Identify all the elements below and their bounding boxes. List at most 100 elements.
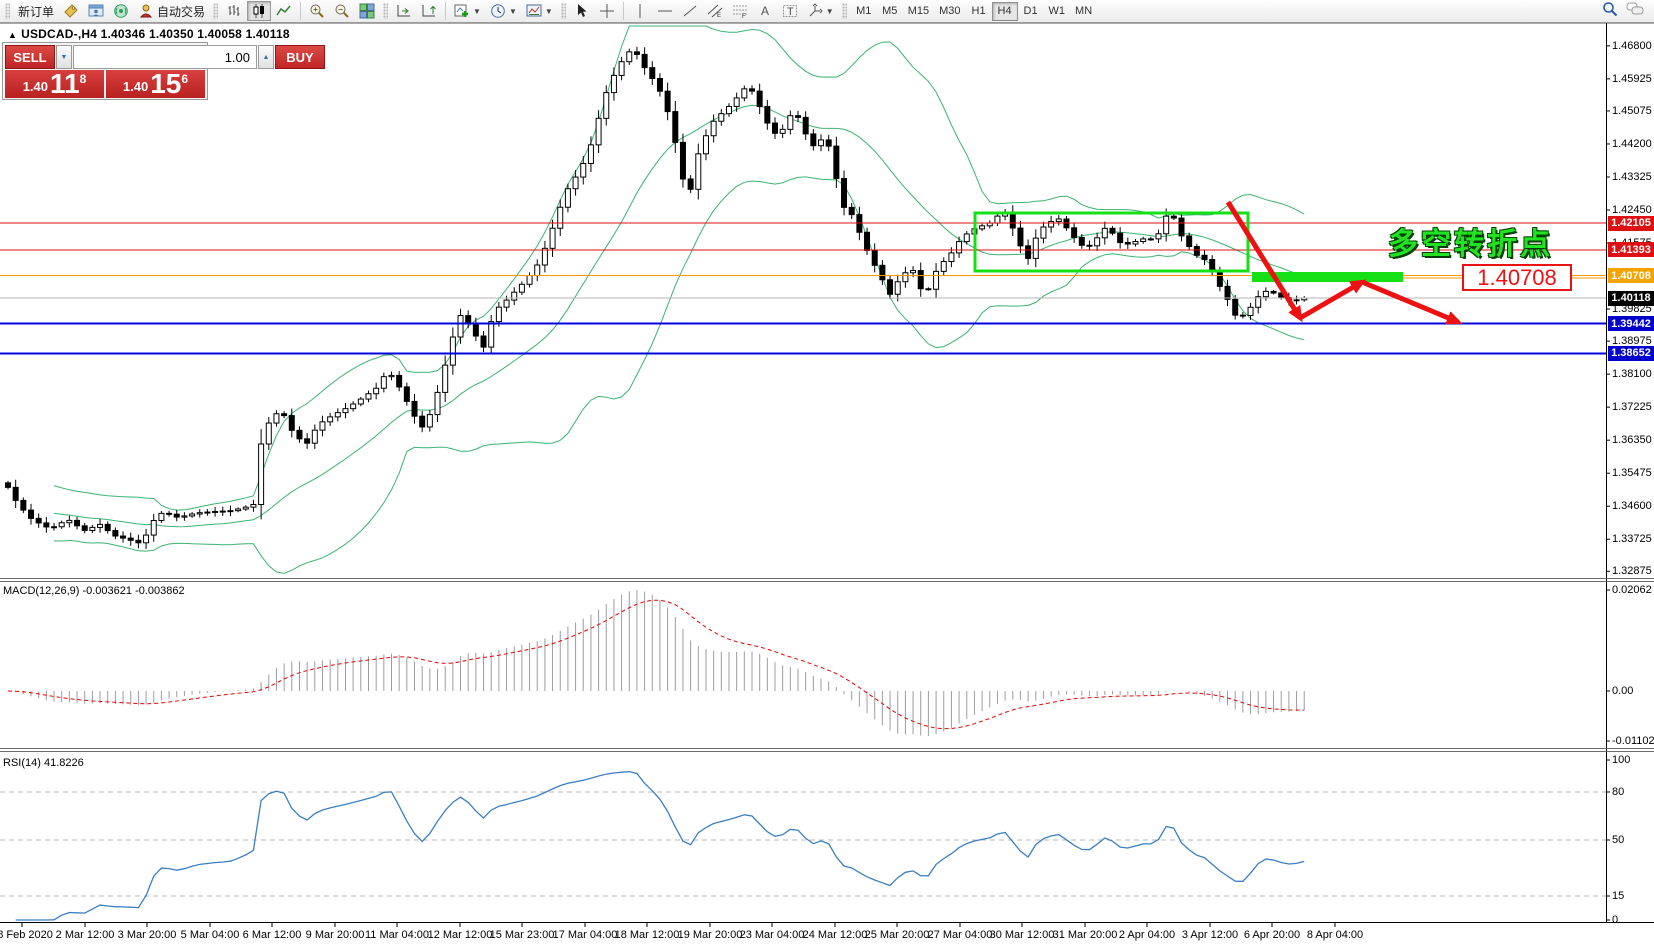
macd-axis-tick: -0.011023 [1612,735,1654,747]
sell-price-pips: 11 [50,68,80,99]
chevron-down-icon: ▼ [544,6,553,16]
chat-icon[interactable] [1626,1,1644,22]
rsi-indicator-label: RSI(14) 41.8226 [3,757,84,769]
account-window-icon[interactable] [84,1,108,21]
svg-text:A: A [761,4,769,18]
rsi-axis-tick: 0 [1612,914,1619,926]
text-icon[interactable]: A [753,1,777,21]
price-tick: 1.32875 [1612,565,1652,578]
time-label: 23 Mar 04:00 [739,929,805,941]
price-tick: 1.34600 [1612,500,1652,513]
toolbar-grip[interactable] [213,3,219,19]
toolbar-grip[interactable] [383,3,389,19]
price-tick: 1.46800 [1612,39,1652,52]
buy-button[interactable]: BUY [275,45,325,69]
search-icon[interactable] [1602,1,1618,22]
time-label: 12 Mar 12:00 [427,929,493,941]
buy-price[interactable]: 1.40 15 6 [106,70,205,98]
new-order-button[interactable]: 新订单 [14,1,58,21]
svg-text:E: E [717,13,721,19]
crosshair-icon[interactable] [595,1,619,21]
time-label: 3 Mar 20:00 [117,929,177,941]
chart-candles-icon[interactable] [247,1,272,21]
price-tick: 1.39825 [1612,303,1652,316]
price-tick: 1.44200 [1612,137,1652,150]
fibonacci-icon[interactable]: F [728,1,752,21]
template-icon[interactable]: ▼ [522,1,557,21]
time-label: 18 Mar 12:00 [614,929,680,941]
time-label: 8 Apr 04:00 [1306,929,1364,941]
toolbar-grip[interactable] [841,3,847,19]
macd-indicator-label: MACD(12,26,9) -0.003621 -0.003862 [3,585,185,597]
timeframe-menu-icon[interactable]: ▼ [486,1,521,21]
time-label: 5 Mar 04:00 [180,929,240,941]
time-label: 17 Mar 04:00 [552,929,618,941]
collapse-arrow-icon[interactable]: ▲ [8,30,18,40]
svg-text:T: T [787,6,794,18]
sell-price[interactable]: 1.40 11 8 [5,70,104,98]
timeframe-m30[interactable]: M30 [934,2,965,21]
buy-price-pips: 15 [150,68,182,99]
price-tick: 1.37225 [1612,401,1652,414]
timeframe-m15[interactable]: M15 [903,2,934,21]
rsi-axis-tick: 80 [1612,786,1625,798]
time-label: 6 Apr 20:00 [1243,929,1301,941]
horizontal-line-icon[interactable] [653,1,677,21]
price-tick: 1.33725 [1612,533,1652,546]
toolbar-grip[interactable] [560,3,566,19]
zoom-out-icon[interactable] [330,1,354,21]
broadcast-icon[interactable] [109,1,133,21]
timeframe-m1[interactable]: M1 [851,2,877,21]
volume-decrease-button[interactable]: ▼ [56,45,72,69]
chart-line-icon[interactable] [272,1,296,21]
chart-shift-icon[interactable] [392,1,416,21]
turning-point-annotation[interactable]: 多空转折点 [1388,228,1553,261]
label-icon[interactable]: T [778,1,802,21]
support-price-label[interactable]: 1.40708 [1462,264,1572,291]
price-badge: 1.38652 [1608,345,1654,361]
cursor-icon[interactable] [570,1,594,21]
price-tag-icon[interactable] [59,1,83,21]
autotrade-label: 自动交易 [157,4,206,19]
time-label: 28 Feb 2020 [0,929,53,941]
time-label: 27 Mar 04:00 [927,929,993,941]
timeframe-h1[interactable]: H1 [966,2,992,21]
sell-price-integer: 1.40 [22,79,48,94]
symbol-ohlc-line[interactable]: ▲ USDCAD-,H4 1.40346 1.40350 1.40058 1.40… [8,27,290,41]
sell-button[interactable]: SELL [5,45,55,69]
chart-bars-icon[interactable] [222,1,246,21]
volume-increase-button[interactable]: ▲ [258,45,274,69]
add-indicator-icon[interactable]: ▼ [450,1,485,21]
vertical-line-icon[interactable] [628,1,652,21]
tile-windows-icon[interactable] [355,1,379,21]
price-tick: 1.45075 [1612,104,1652,117]
chevron-down-icon: ▼ [825,6,834,16]
time-label: 30 Mar 12:00 [989,929,1055,941]
svg-text:F: F [742,14,746,19]
volume-input[interactable] [73,45,257,69]
time-label: 15 Mar 23:00 [489,929,555,941]
timeframe-mn[interactable]: MN [1070,2,1097,21]
rsi-axis-tick: 100 [1612,754,1631,766]
timeframe-w1[interactable]: W1 [1044,2,1071,21]
timeframe-d1[interactable]: D1 [1018,2,1044,21]
toolbar-grip[interactable] [5,3,10,19]
timeframe-group: M1 M5 M15 M30 H1 H4 D1 W1 MN [851,1,1097,21]
zoom-in-icon[interactable] [305,1,329,21]
toolbar: 新订单 自动交易 [0,0,1654,23]
channel-icon[interactable]: E [703,1,727,21]
trendline-icon[interactable] [678,1,702,21]
shapes-icon[interactable]: ▼ [803,1,838,21]
macd-axis-tick: 0.00 [1612,685,1634,697]
timeframe-h4[interactable]: H4 [991,2,1018,21]
time-label: 24 Mar 12:00 [802,929,868,941]
chevron-down-icon: ▼ [508,6,517,16]
price-badge: 1.40708 [1608,268,1654,284]
time-label: 11 Mar 04:00 [364,929,430,941]
chart-autoscroll-icon[interactable] [417,1,441,21]
price-tick: 1.42450 [1612,204,1652,216]
timeframe-m5[interactable]: M5 [877,2,903,21]
autotrade-button[interactable]: 自动交易 [134,1,209,21]
